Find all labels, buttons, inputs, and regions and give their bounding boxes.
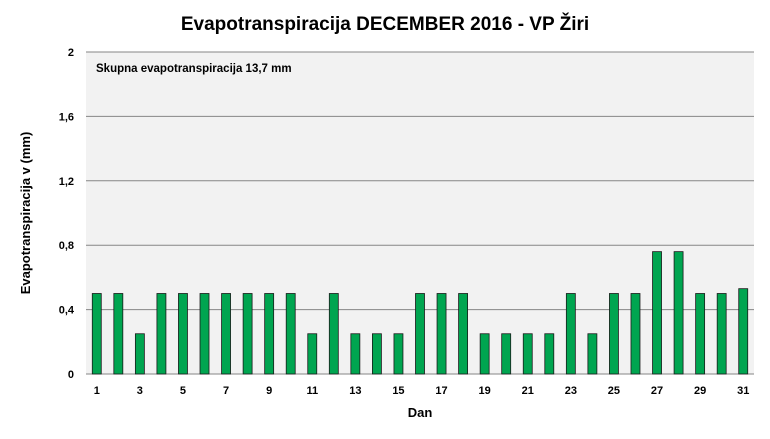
x-tick-label: 9: [266, 385, 272, 397]
bar-day-29: [695, 293, 706, 375]
bar-day-15: [393, 333, 404, 375]
bar-day-10: [285, 293, 296, 375]
bar-day-1: [91, 293, 102, 375]
x-tick-label: 11: [306, 385, 318, 397]
bar-day-7: [221, 293, 231, 375]
x-tick-label: 5: [180, 385, 186, 397]
y-tick-label: 1,2: [59, 176, 74, 188]
x-tick-label: 31: [737, 385, 749, 397]
y-axis-label: Evapotranspiracija v (mm): [18, 132, 33, 295]
x-tick-label: 25: [608, 385, 620, 397]
x-tick-label: 3: [137, 385, 143, 397]
bar-day-2: [113, 293, 124, 375]
x-tick-label: 17: [435, 385, 447, 397]
bar-day-5: [178, 293, 188, 375]
y-tick-label: 0,8: [59, 240, 74, 252]
bar-day-19: [479, 333, 490, 375]
x-tick-label: 19: [479, 385, 491, 397]
bar-day-20: [501, 333, 512, 375]
bar-day-9: [264, 293, 275, 375]
chart-title: Evapotranspiracija DECEMBER 2016 - VP Ži…: [181, 13, 589, 35]
bar-day-30: [716, 293, 727, 375]
bar-day-14: [372, 333, 382, 375]
bar-day-8: [242, 293, 253, 375]
x-tick-label: 21: [522, 385, 534, 397]
bar-day-17: [436, 293, 447, 375]
bar-day-6: [199, 293, 210, 375]
bar-day-16: [415, 293, 425, 375]
x-axis-label: Dan: [408, 405, 433, 420]
bar-day-23: [565, 293, 576, 375]
bar-day-28: [673, 251, 684, 375]
x-tick-label: 23: [565, 385, 577, 397]
total-annotation: Skupna evapotranspiracija 13,7 mm: [96, 63, 292, 75]
bar-day-11: [307, 333, 318, 375]
y-tick-label: 2: [68, 47, 74, 59]
bar-day-27: [652, 251, 662, 375]
x-tick-label: 15: [392, 385, 404, 397]
bars: [91, 251, 749, 375]
bar-day-4: [156, 293, 167, 375]
y-tick-labels: 0 0,4 0,8 1,2 1,6 2: [59, 47, 75, 381]
x-tick-label: 13: [349, 385, 361, 397]
bar-day-13: [350, 333, 361, 375]
x-tick-label: 27: [651, 385, 663, 397]
x-tick-labels: 1 3 5 7 9 11 13 15 17 19 21 23 25 27 29 31: [94, 385, 750, 397]
y-tick-label: 0,4: [59, 305, 75, 317]
x-tick-label: 29: [694, 385, 706, 397]
x-tick-label: 7: [223, 385, 229, 397]
bar-day-18: [458, 293, 468, 375]
bar-day-12: [328, 293, 339, 375]
x-tick-label: 1: [94, 385, 100, 397]
y-tick-label: 0: [68, 369, 74, 381]
bar-day-24: [587, 333, 598, 375]
bar-day-22: [544, 333, 555, 375]
bar-day-25: [609, 293, 619, 375]
bar-day-3: [134, 333, 145, 375]
bar-day-26: [630, 293, 641, 375]
bar-day-31: [738, 288, 749, 375]
y-tick-label: 1,6: [59, 111, 74, 123]
bar-day-21: [522, 333, 533, 375]
